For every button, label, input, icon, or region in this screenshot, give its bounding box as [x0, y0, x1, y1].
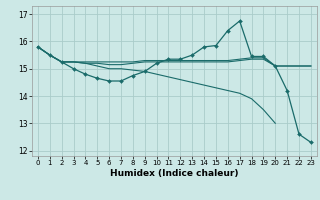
X-axis label: Humidex (Indice chaleur): Humidex (Indice chaleur)	[110, 169, 239, 178]
